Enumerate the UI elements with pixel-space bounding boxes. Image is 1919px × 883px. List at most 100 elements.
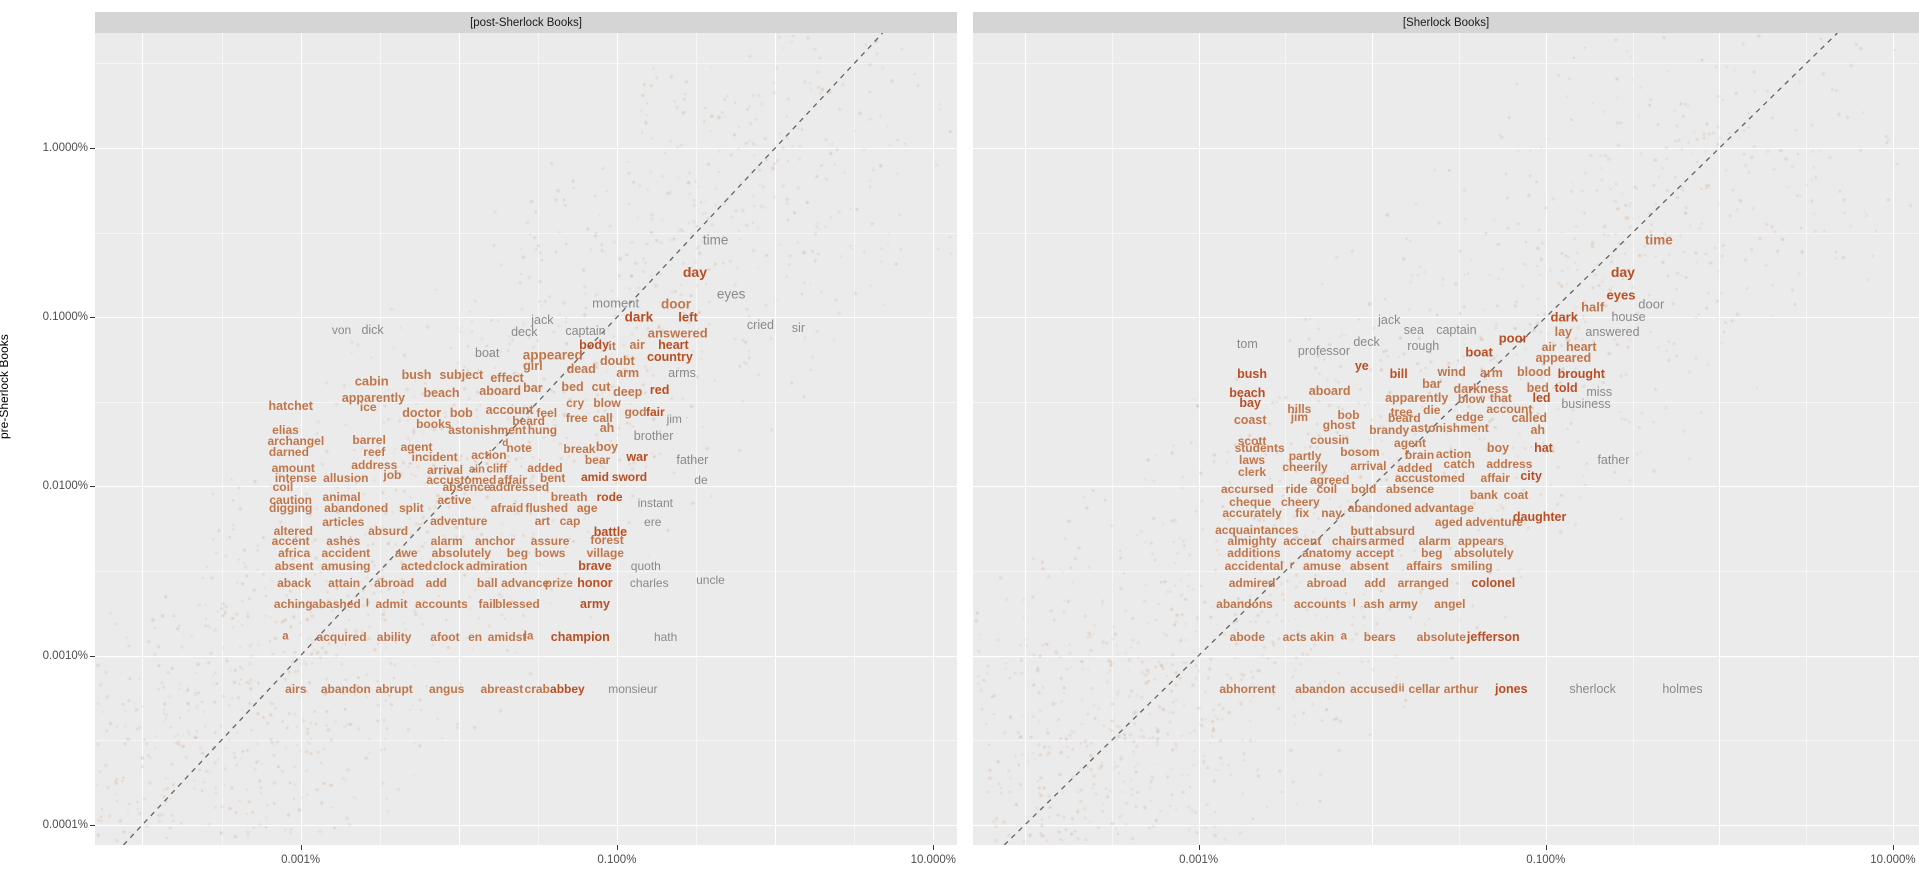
word-label: aching (273, 596, 313, 611)
word-label: admired (1228, 575, 1276, 590)
word-label: accursed (1220, 482, 1274, 497)
y-tick-label: 0.0010% (42, 649, 88, 662)
word-label: cousin (1310, 432, 1349, 447)
word-label: altered (273, 523, 313, 538)
word-label: cabin (354, 373, 389, 389)
word-label: left (678, 309, 698, 325)
y-tick-label: 0.1000% (42, 311, 88, 324)
word-label: r (1289, 559, 1294, 572)
word-label: advantage (1414, 501, 1474, 516)
word-label: die (1423, 402, 1441, 417)
word-label: jefferson (1466, 629, 1520, 644)
word-label: cried (746, 318, 774, 333)
word-label: dark (624, 309, 654, 325)
x-tick-label: 0.001% (1179, 854, 1219, 866)
word-label: action (1435, 446, 1472, 461)
word-label: dead (566, 361, 596, 376)
x-axis-post-sherlock: 0.001% 0.100% 10.000% (95, 845, 957, 875)
word-label: bears (1363, 630, 1396, 645)
word-label: tree (1390, 405, 1413, 420)
word-label: ghost (1322, 418, 1356, 433)
word-label: holmes (1662, 681, 1703, 696)
word-label: arm (616, 365, 640, 380)
word-label: forest (590, 532, 624, 547)
word-label: accustomed (1394, 470, 1465, 485)
x-tick-mark (933, 845, 935, 850)
word-label: doubt (600, 353, 635, 368)
word-label: arranged (1397, 575, 1449, 590)
word-label: bay (1239, 396, 1261, 411)
word-label: accent (1283, 534, 1322, 549)
word-label: charles (629, 575, 669, 590)
word-label: called (1511, 410, 1547, 425)
word-label: accounts (1293, 596, 1347, 611)
word-label: note (506, 440, 532, 455)
word-label: doctor (402, 405, 442, 420)
word-label: ride (1285, 482, 1308, 497)
word-label: address (351, 457, 398, 472)
word-label: red (649, 383, 670, 398)
word-label: rode (596, 489, 623, 504)
word-label: uncle (696, 573, 725, 588)
word-label: free (565, 410, 588, 425)
word-label: amusing (321, 558, 371, 573)
word-label: sherlock (1569, 681, 1616, 696)
word-label: brain (1404, 448, 1435, 463)
word-label: cheerily (1282, 459, 1328, 474)
word-label: bar (523, 380, 543, 395)
word-label: aged (1434, 514, 1463, 529)
x-tick-mark (1545, 845, 1547, 850)
word-label: coil (272, 479, 294, 494)
word-label: alarm (1418, 534, 1451, 549)
word-label: accustomed (426, 472, 497, 487)
word-label: boat (1465, 344, 1493, 360)
word-label: absence (1386, 482, 1435, 497)
word-label: acquaintances (1215, 522, 1299, 537)
x-tick-label: 0.100% (597, 854, 637, 866)
word-label: accept (1356, 545, 1395, 560)
word-label: dark (1550, 309, 1578, 325)
x-tick-mark (1892, 845, 1894, 850)
word-label: africa (278, 545, 311, 560)
word-label: absolutely (431, 545, 492, 560)
word-label: body (579, 337, 610, 352)
word-label: fix (1295, 505, 1310, 520)
word-label: affair (1480, 470, 1510, 485)
word-label: feel (536, 406, 558, 421)
word-label: ball (476, 575, 498, 590)
word-label: sword (611, 470, 648, 485)
word-label: breath (550, 489, 588, 504)
word-label: barrel (352, 432, 386, 447)
word-label: aboard (1308, 383, 1351, 398)
word-label: advance (501, 575, 550, 590)
word-label: war (626, 449, 648, 464)
word-label: battle (593, 525, 628, 540)
word-label: coat (1503, 488, 1529, 503)
word-label: angel (1434, 596, 1466, 611)
word-label: accidental (1224, 558, 1284, 573)
y-axis: 1.0000% 0.1000% 0.0100% 0.0010% 0.0001% (0, 33, 95, 845)
word-label: bear (584, 453, 611, 468)
word-label: accused (1350, 682, 1399, 697)
word-label: nay (1321, 505, 1342, 520)
word-label: elias (272, 423, 299, 438)
word-label: appears (1457, 534, 1505, 549)
word-label: coil (1316, 482, 1338, 497)
word-label: agent (400, 440, 433, 455)
x-tick-mark (616, 845, 618, 850)
word-label: heart (1565, 339, 1597, 354)
word-label: chairs (1331, 534, 1368, 549)
word-label: country (647, 349, 693, 364)
word-label: l (365, 597, 369, 610)
word-label: apparently (1385, 390, 1449, 405)
y-tick-label: 1.0000% (42, 142, 88, 155)
word-label: armed (1368, 534, 1405, 549)
word-label: hills (1287, 401, 1312, 416)
word-label: agreed (1309, 472, 1350, 487)
x-tick-label: 10.000% (910, 854, 956, 866)
word-label: catch (1443, 457, 1475, 472)
word-label: abreast (480, 682, 524, 697)
word-label: von (331, 323, 352, 338)
word-label: bosom (1340, 444, 1380, 459)
word-label: intense (274, 470, 317, 485)
